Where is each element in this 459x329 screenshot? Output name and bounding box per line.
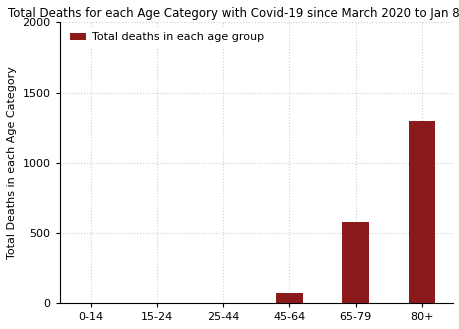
Bar <box>275 292 302 303</box>
Y-axis label: Total Deaths in each Age Category: Total Deaths in each Age Category <box>7 66 17 259</box>
Legend: Total deaths in each age group: Total deaths in each age group <box>65 28 268 47</box>
Bar <box>408 121 434 303</box>
Title: Total Deaths for each Age Category with Covid-19 since March 2020 to Jan 8th 202: Total Deaths for each Age Category with … <box>8 7 459 20</box>
Bar <box>341 222 368 303</box>
